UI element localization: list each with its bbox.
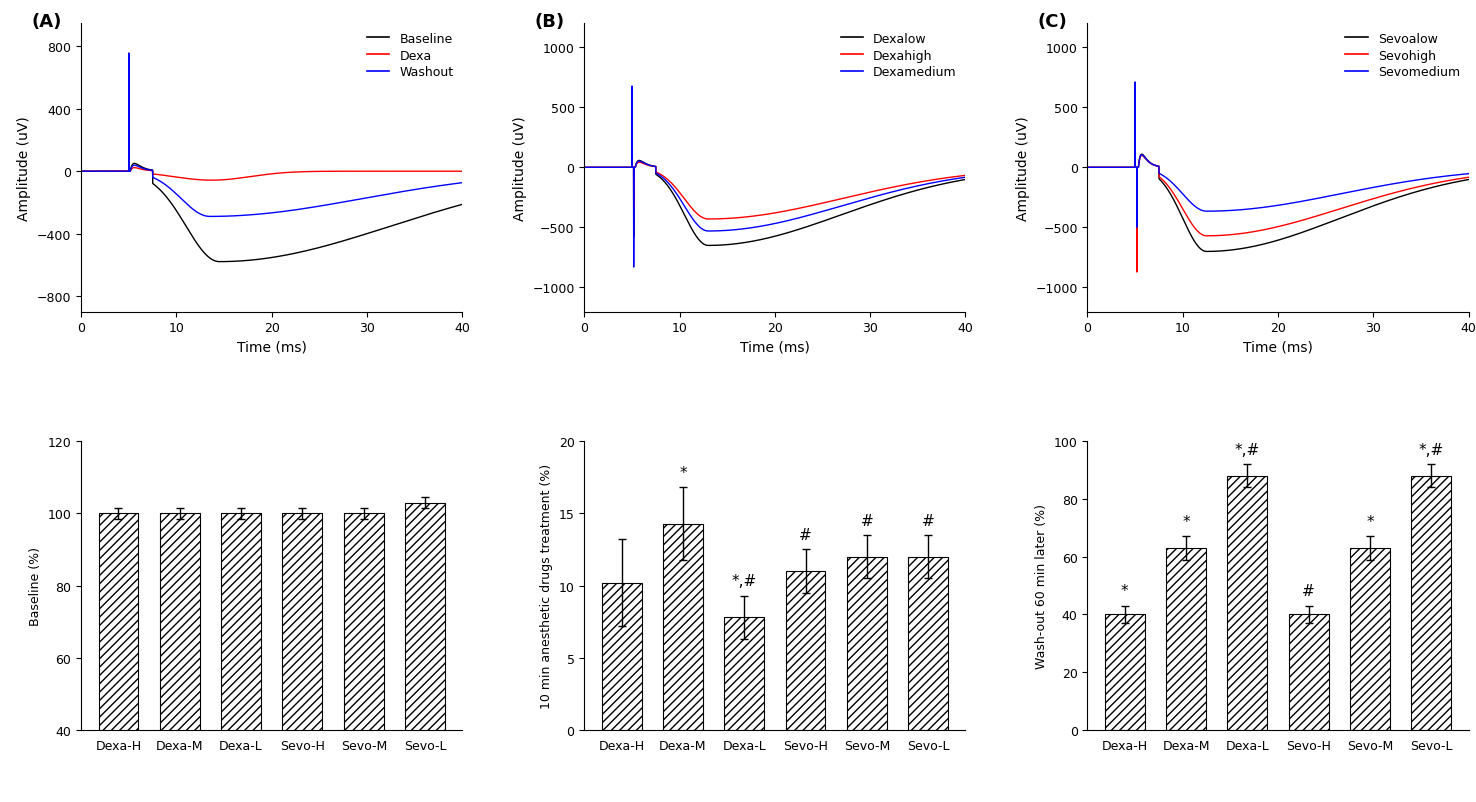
Bar [99, 514, 139, 802]
Bar [282, 514, 322, 802]
Bar [602, 583, 642, 730]
Bar [908, 557, 948, 730]
Bar [1289, 614, 1328, 730]
Bar [1411, 476, 1451, 730]
Y-axis label: Amplitude (uV): Amplitude (uV) [512, 115, 527, 221]
Text: (A): (A) [31, 13, 62, 30]
Bar [1166, 549, 1206, 730]
Text: *: * [1120, 584, 1129, 599]
Bar [1351, 549, 1390, 730]
Y-axis label: Amplitude (uV): Amplitude (uV) [1015, 115, 1030, 221]
Y-axis label: Wash-out 60 min later (%): Wash-out 60 min later (%) [1035, 504, 1048, 668]
Y-axis label: Amplitude (uV): Amplitude (uV) [18, 115, 31, 221]
Bar [847, 557, 887, 730]
Bar [404, 503, 446, 802]
Bar [663, 524, 703, 730]
Y-axis label: 10 min anesthetic drugs treatment (%): 10 min anesthetic drugs treatment (%) [540, 464, 554, 708]
Text: #: # [922, 513, 934, 529]
Bar [785, 571, 825, 730]
Legend: Baseline, Dexa, Washout: Baseline, Dexa, Washout [365, 30, 456, 82]
Text: #: # [799, 528, 812, 543]
Text: *,#: *,# [732, 573, 757, 589]
Text: (C): (C) [1038, 13, 1067, 30]
Text: *: * [1182, 515, 1190, 529]
Legend: Sevoalow, Sevohigh, Sevomedium: Sevoalow, Sevohigh, Sevomedium [1343, 30, 1463, 82]
Bar [725, 618, 765, 730]
X-axis label: Time (ms): Time (ms) [1243, 340, 1314, 354]
Bar [1228, 476, 1268, 730]
Bar [1104, 614, 1145, 730]
Bar [221, 514, 261, 802]
Y-axis label: Baseline (%): Baseline (%) [30, 546, 41, 626]
X-axis label: Time (ms): Time (ms) [739, 340, 810, 354]
Text: (B): (B) [534, 13, 565, 30]
Legend: Dexalow, Dexahigh, Dexamedium: Dexalow, Dexahigh, Dexamedium [838, 30, 959, 82]
Text: #: # [1302, 584, 1315, 599]
Text: *: * [1367, 515, 1374, 529]
Text: #: # [861, 513, 874, 529]
X-axis label: Time (ms): Time (ms) [236, 340, 307, 354]
Text: *,#: *,# [1235, 443, 1261, 458]
Text: *: * [679, 466, 686, 480]
Text: *,#: *,# [1418, 443, 1444, 458]
Bar [344, 514, 384, 802]
Bar [159, 514, 199, 802]
